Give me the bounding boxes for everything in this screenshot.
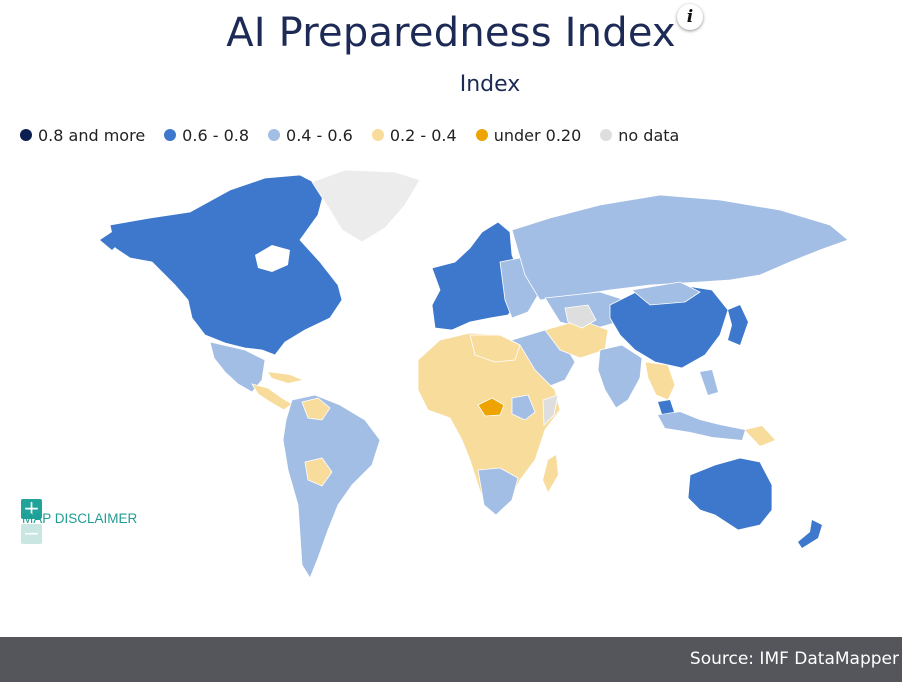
legend-label: 0.8 and more: [38, 125, 146, 145]
zoom-out-button[interactable]: −: [21, 523, 42, 544]
legend-label: no data: [618, 125, 680, 145]
legend-dot: [600, 129, 613, 141]
legend-dot: [268, 129, 281, 141]
region-south-america[interactable]: [282, 394, 381, 579]
legend-dot: [371, 129, 384, 141]
region-no-data-asia[interactable]: [564, 304, 597, 329]
region-philippines[interactable]: [700, 370, 718, 395]
region-canada-usa[interactable]: [109, 174, 343, 356]
legend-item-0.2-0.4[interactable]: 0.2 - 0.4: [371, 125, 457, 145]
region-korea-japan[interactable]: [728, 305, 748, 345]
region-alaska-islands[interactable]: [100, 230, 122, 250]
region-new-zealand[interactable]: [798, 520, 822, 548]
region-somalia[interactable]: [542, 394, 559, 426]
region-southern-africa[interactable]: [477, 467, 519, 516]
region-central-african-republic[interactable]: [477, 397, 505, 417]
region-venezuela[interactable]: [301, 397, 331, 421]
map-subtitle: Index: [459, 72, 521, 97]
zoom-in-button[interactable]: +: [21, 498, 42, 519]
legend-item-0.4-0.6[interactable]: 0.4 - 0.6: [268, 126, 353, 145]
legend-label: 0.6 - 0.8: [182, 125, 250, 145]
info-icon[interactable]: i: [677, 4, 703, 30]
region-madagascar[interactable]: [543, 455, 558, 492]
legend-label: 0.2 - 0.4: [389, 125, 457, 145]
map-disclaimer-link[interactable]: MAP DISCLAIMER: [22, 511, 138, 526]
region-egypt-north-africa[interactable]: [469, 334, 521, 363]
legend-item-no-data[interactable]: no data: [600, 126, 679, 145]
legend: 0.8 and more 0.6 - 0.8 0.4 - 0.6 0.2 - 0…: [20, 124, 698, 146]
legend-item-0.6-0.8[interactable]: 0.6 - 0.8: [164, 126, 249, 145]
region-bolivia[interactable]: [304, 457, 333, 487]
source-text: Source: IMF DataMapper: [689, 649, 899, 669]
map-title: AI Preparedness Index: [226, 10, 676, 56]
region-malaysia[interactable]: [658, 400, 674, 414]
legend-label: 0.4 - 0.6: [286, 125, 353, 145]
legend-item-under-0.20[interactable]: under 0.20: [475, 125, 582, 145]
region-greenland[interactable]: [311, 169, 421, 243]
region-east-africa[interactable]: [511, 394, 536, 421]
region-india[interactable]: [597, 344, 643, 409]
region-hudson-bay: [255, 245, 290, 272]
legend-dot: [475, 129, 488, 141]
footer-bar: Source: IMF DataMapper: [0, 637, 902, 682]
region-indonesia[interactable]: [658, 412, 745, 440]
region-papua-new-guinea[interactable]: [745, 426, 775, 446]
region-mongolia[interactable]: [631, 281, 701, 306]
legend-dot: [20, 129, 32, 141]
region-australia[interactable]: [687, 457, 773, 531]
legend-label: under 0.20: [493, 125, 582, 145]
region-caribbean[interactable]: [268, 372, 302, 383]
legend-dot: [164, 129, 177, 141]
region-southeast-asia[interactable]: [644, 361, 676, 401]
world-map[interactable]: [0, 160, 902, 600]
legend-item-0.8-and-more[interactable]: 0.8 and more: [20, 126, 145, 145]
region-central-america[interactable]: [251, 383, 293, 411]
region-mexico[interactable]: [209, 341, 266, 393]
